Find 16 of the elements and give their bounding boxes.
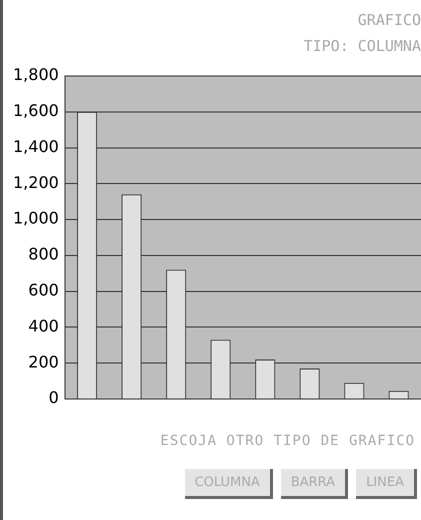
y-tick-label: 0 <box>48 388 59 408</box>
y-tick-label: 800 <box>28 244 59 264</box>
button: COLUMNA <box>184 469 273 499</box>
chart-title: GRAFICO <box>358 10 421 29</box>
y-tick-label: 1,600 <box>12 101 59 120</box>
y-tick-label: 400 <box>28 316 59 336</box>
y-tick-label: 1,400 <box>12 136 59 156</box>
y-tick-label: 1,200 <box>12 172 59 192</box>
y-tick-label: 1,000 <box>12 208 59 228</box>
button: LINEA <box>356 469 417 499</box>
text: ESCOJA OTRO TIPO DE GRAFICO <box>159 433 416 449</box>
y-tick-label: 1,800 <box>12 65 59 84</box>
chart-subtitle: TIPO: COLUMNA <box>304 36 421 55</box>
y-tick-label: 200 <box>28 352 59 372</box>
button: BARRA <box>280 469 348 499</box>
y-tick-label: 600 <box>28 280 59 300</box>
